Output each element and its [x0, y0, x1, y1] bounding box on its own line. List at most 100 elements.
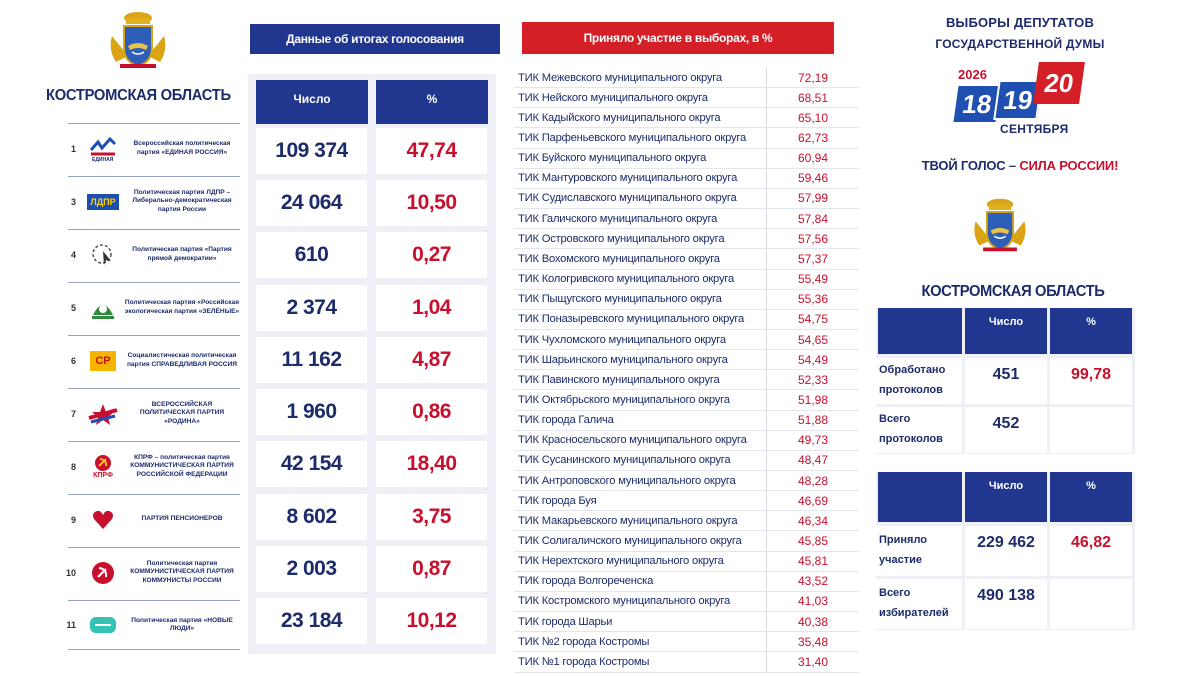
party-name: Политическая партия «Партия прямой демок…: [132, 246, 232, 262]
turnout-value: 48,28: [766, 471, 859, 492]
turnout-row: ТИК Галичского муниципального округа 57,8…: [514, 209, 859, 230]
elections-title-line2: ГОСУДАРСТВЕННОЙ ДУМЫ: [935, 37, 1105, 51]
turnout-row: ТИК Судиславского муниципального округа 5…: [514, 188, 859, 210]
turnout-value: 57,37: [766, 249, 859, 270]
commission-name: ТИК Макарьевского муниципального округа: [514, 511, 766, 532]
vote-pct-cell: 3,75: [376, 494, 487, 540]
turnout-value: 60,94: [766, 148, 859, 169]
turnout-row: ТИК Островского муниципального округа 57,…: [514, 229, 859, 250]
turnout-value: 72,19: [766, 68, 859, 89]
party-name: Политическая партия ЛДПР – Либерально-де…: [132, 189, 232, 213]
commission-name: ТИК Парфеньевского муниципального округа: [514, 128, 766, 149]
party-number: 11: [66, 620, 76, 630]
commission-name: ТИК Судиславского муниципального округа: [514, 189, 766, 210]
protocols-processed-pct: 99,78: [1050, 358, 1132, 404]
commission-name: ТИК Нейского муниципального округа: [514, 88, 766, 109]
turnout-row: ТИК Чухломского муниципального округа 54,…: [514, 329, 859, 351]
svg-text:ЕДИНАЯ: ЕДИНАЯ: [92, 157, 114, 162]
turnout-row: ТИК Красносельского муниципального округ…: [514, 430, 859, 451]
turnout-value: 51,88: [766, 410, 859, 431]
ppd-logo: [86, 240, 120, 270]
commission-name: ТИК города Буя: [514, 491, 766, 512]
vote-pct-cell: 1,04: [376, 285, 487, 331]
commission-name: ТИК Вохомского муниципального округа: [514, 249, 766, 270]
turnout-row: ТИК Мантуровского муниципального округа 5…: [514, 168, 859, 189]
vote-count-cell: 42 154: [256, 441, 367, 487]
col-pct-header: %: [376, 80, 488, 124]
turnout-value: 43,52: [766, 571, 859, 592]
protocols-table: Число % Обработано протоколов 451 99,78 …: [876, 308, 1135, 454]
party-row: 6 СР Социалистическая политическая парти…: [68, 335, 240, 385]
vote-pct-cell: 10,12: [376, 598, 487, 644]
party-row: 4 Политическая партия «Партия прямой дем…: [68, 229, 240, 279]
turnout-row: ТИК Шарьинского муниципального округа 54,…: [514, 350, 859, 371]
turnout-row: ТИК Межевского муниципального округа 72,1…: [514, 68, 859, 89]
party-number: 7: [70, 408, 76, 419]
voters-participated-count: 229 462: [965, 526, 1047, 576]
commission-name: ТИК города Волгореченска: [514, 572, 766, 592]
party-name: Политическая партия «НОВЫЕ ЛЮДИ»: [131, 616, 233, 632]
kprf-logo-text: КПРФ: [93, 472, 113, 479]
turnout-row: ТИК Вохомского муниципального округа 57,3…: [514, 249, 859, 270]
party-number: 8: [70, 461, 76, 472]
turnout-value: 54,49: [766, 350, 859, 371]
turnout-row: ТИК Солигаличского муниципального округа…: [514, 531, 859, 552]
vote-count-cell: 1 960: [256, 389, 367, 435]
pensioners-logo: [86, 505, 120, 535]
turnout-row: ТИК Парфеньевского муниципального округа…: [514, 128, 859, 149]
protocols-col-count: Число: [965, 308, 1047, 354]
commission-name: ТИК Островского муниципального округа: [514, 229, 766, 250]
commission-name: ТИК Пыщугского муниципального округа: [514, 290, 766, 310]
turnout-row: ТИК Кологривского муниципального округа 5…: [514, 269, 859, 290]
turnout-value: 52,33: [766, 370, 859, 391]
region-title-left: КОСТРОМСКАЯ ОБЛАСТЬ: [46, 87, 231, 104]
party-row: 9 ПАРТИЯ ПЕНСИОНЕРОВ: [68, 494, 240, 544]
turnout-value: 59,46: [766, 168, 859, 189]
commission-name: ТИК №1 города Костромы: [514, 652, 766, 673]
commission-name: ТИК Буйского муниципального округа: [514, 149, 766, 169]
slogan: ТВОЙ ГОЛОС – СИЛА РОССИИ!: [921, 158, 1119, 173]
turnout-row: ТИК Антроповского муниципального округа 4…: [514, 471, 859, 492]
voters-participated-pct: 46,82: [1050, 526, 1132, 576]
party-name: Политическая партия «Российская экологич…: [124, 299, 240, 315]
vote-count-cell: 8 602: [256, 494, 367, 540]
day-20: 20: [1033, 62, 1085, 104]
party-number: 10: [65, 567, 76, 578]
ldpr-logo-text: ЛДПР: [87, 193, 119, 210]
turnout-row: ТИК Буйского муниципального округа 60,94: [514, 148, 859, 169]
col-count-header: Число: [256, 80, 368, 124]
turnout-row: ТИК Кадыйского муниципального округа 65,1…: [514, 108, 859, 129]
party-row: 11 Политическая партия «НОВЫЕ ЛЮДИ»: [66, 600, 240, 650]
party-number: 6: [70, 355, 76, 366]
voters-col-empty: [878, 472, 962, 522]
turnout-value: 54,75: [766, 309, 859, 330]
turnout-value: 40,38: [766, 612, 859, 633]
turnout-value: 41,03: [766, 591, 859, 613]
protocols-processed-label: Обработано протоколов: [876, 358, 962, 404]
turnout-value: 51,98: [766, 390, 859, 411]
region-title-right: КОСТРОМСКАЯ ОБЛАСТЬ: [921, 283, 1105, 300]
zelenye-logo: [86, 293, 120, 323]
vote-pct-cell: 0,87: [376, 546, 487, 592]
turnout-row: ТИК №2 города Костромы 35,48: [514, 632, 859, 653]
vote-pct-cell: 4,87: [376, 337, 487, 383]
turnout-row: ТИК Нерехтского муниципального округа 45,…: [514, 551, 859, 572]
vote-count-cell: 24 064: [256, 180, 367, 226]
election-month: СЕНТЯБРЯ: [1000, 122, 1069, 136]
party-name: ВСЕРОССИЙСКАЯ ПОЛИТИЧЕСКАЯ ПАРТИЯ «РОДИН…: [139, 401, 225, 425]
novye-lyudi-logo: [86, 610, 120, 640]
vote-pct-cell: 47,74: [376, 128, 487, 174]
kprf-logo: КПРФ: [86, 452, 120, 482]
vote-pct-cell: 0,86: [376, 389, 487, 435]
party-name: ПАРТИЯ ПЕНСИОНЕРОВ: [141, 515, 223, 523]
turnout-value: 68,51: [766, 88, 859, 109]
commission-name: ТИК Галичского муниципального округа: [514, 209, 766, 230]
party-number: 4: [70, 249, 76, 260]
party-name: Всероссийская политическая партия «ЕДИНА…: [133, 140, 231, 156]
rodina-logo: [86, 399, 120, 429]
turnout-row: ТИК Октябрьского муниципального округа 51…: [514, 390, 859, 411]
party-number: 1: [70, 143, 76, 154]
vote-pct-cell: 18,40: [376, 441, 487, 487]
party-row: 5 Политическая партия «Российская эколог…: [68, 282, 240, 332]
party-number: 9: [70, 514, 76, 525]
